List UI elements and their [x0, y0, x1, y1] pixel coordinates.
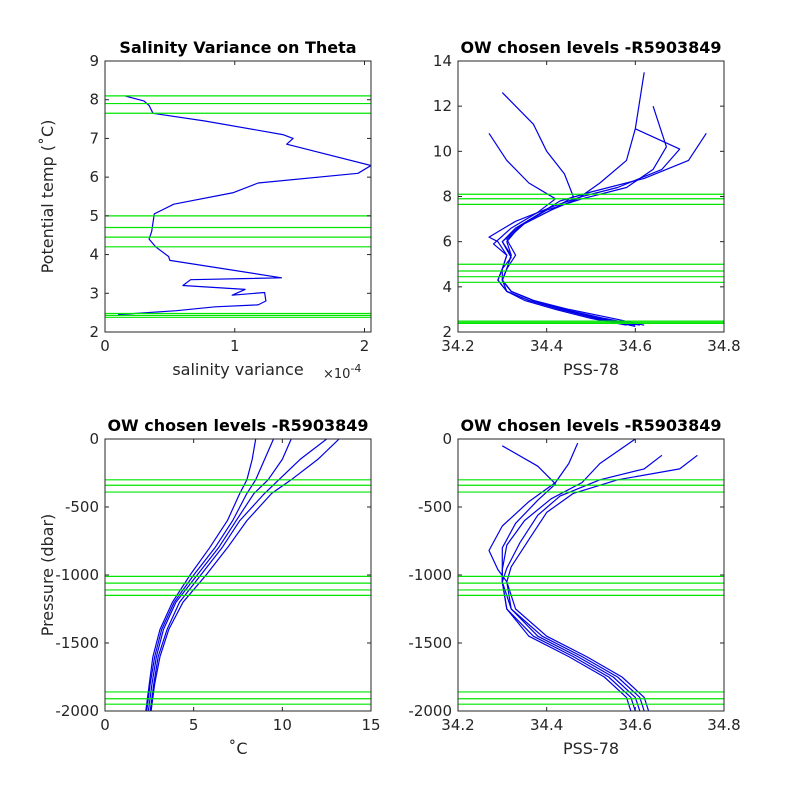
chart-title: OW chosen levels -R5903849 [460, 416, 721, 435]
x-tick-label: 34.8 [707, 716, 740, 734]
y-tick-label: 12 [433, 97, 452, 115]
y-tick-label: 0 [89, 430, 99, 448]
x-tick-label: 5 [189, 716, 199, 734]
y-axis-label: Pressure (dbar) [38, 514, 57, 637]
x-tick-label: 0 [100, 337, 110, 355]
y-axis-label: Potential temp (˚C) [38, 120, 57, 274]
series-line [501, 454, 663, 711]
x-tick-label: 1 [230, 337, 240, 355]
series-line [117, 95, 371, 316]
chart-title: OW chosen levels -R5903849 [460, 38, 721, 57]
axes-box [104, 60, 372, 333]
y-tick-label: 9 [89, 52, 99, 70]
x-tick-label: 34.2 [441, 337, 474, 355]
y-tick-label: -1000 [55, 566, 99, 584]
series-line [488, 132, 632, 326]
y-tick-label: 0 [442, 430, 452, 448]
x-tick-label: 34.4 [530, 716, 563, 734]
x-tick-label: 34.2 [441, 716, 474, 734]
x-tick-label: 2 [360, 337, 370, 355]
y-tick-label: 2 [442, 323, 452, 341]
chart-title: Salinity Variance on Theta [119, 38, 356, 57]
y-tick-label: 10 [433, 142, 452, 160]
x-tick-label: 34.4 [530, 337, 563, 355]
y-tick-label: 14 [433, 52, 452, 70]
y-tick-label: -500 [418, 498, 452, 516]
x-tick-label: 34.6 [619, 337, 652, 355]
x-axis-label: PSS-78 [563, 360, 619, 379]
y-tick-label: -1500 [408, 634, 452, 652]
y-tick-label: -2000 [55, 702, 99, 720]
y-tick-label: 7 [89, 129, 99, 147]
y-tick-label: 3 [89, 284, 99, 302]
y-tick-label: 4 [442, 278, 452, 296]
y-tick-label: -2000 [408, 702, 452, 720]
chart-salinity-variance-on-theta: 0 1 2 2 3 4 5 6 7 8 9 Salinity Variance on Theta sal… [38, 38, 372, 382]
y-tick-label: 6 [89, 168, 99, 186]
chart-ow-temperature-vs-pressure: 0 5 10 15 -2000 -1500 -1000 -500 0 OW chosen leve… [38, 416, 381, 758]
x-tick-label: 15 [361, 716, 380, 734]
x-axis-label: salinity variance [172, 360, 303, 379]
y-tick-label: 8 [89, 91, 99, 109]
y-tick-label: 6 [442, 233, 452, 251]
x-tick-label: 34.8 [707, 337, 740, 355]
x-tick-label: 34.6 [619, 716, 652, 734]
chart-title: OW chosen levels -R5903849 [107, 416, 368, 435]
x-tick-label: 10 [273, 716, 292, 734]
x-tick-label: 0 [100, 716, 110, 734]
y-tick-label: 5 [89, 207, 99, 225]
series-line [501, 106, 668, 326]
plot-area [105, 439, 371, 711]
x-axis-exponent: ×10-4 [323, 362, 361, 382]
series-line [506, 454, 698, 711]
chart-ow-salinity-vs-theta: 34.2 34.4 34.6 34.8 2 4 6 8 10 12 14 OW chosen leve… [433, 38, 741, 379]
x-axis-label: ˚C [228, 739, 247, 758]
chart-ow-salinity-vs-pressure: 34.2 34.4 34.6 34.8 -2000 -1500 -1000 -500 0 OW c… [408, 416, 740, 758]
y-tick-label: -500 [65, 498, 99, 516]
series-line [501, 92, 627, 326]
x-axis-label: PSS-78 [563, 739, 619, 758]
y-tick-label: -1500 [55, 634, 99, 652]
y-tick-label: 8 [442, 188, 452, 206]
y-tick-label: -1000 [408, 566, 452, 584]
y-tick-label: 2 [89, 323, 99, 341]
y-tick-label: 4 [89, 246, 99, 264]
